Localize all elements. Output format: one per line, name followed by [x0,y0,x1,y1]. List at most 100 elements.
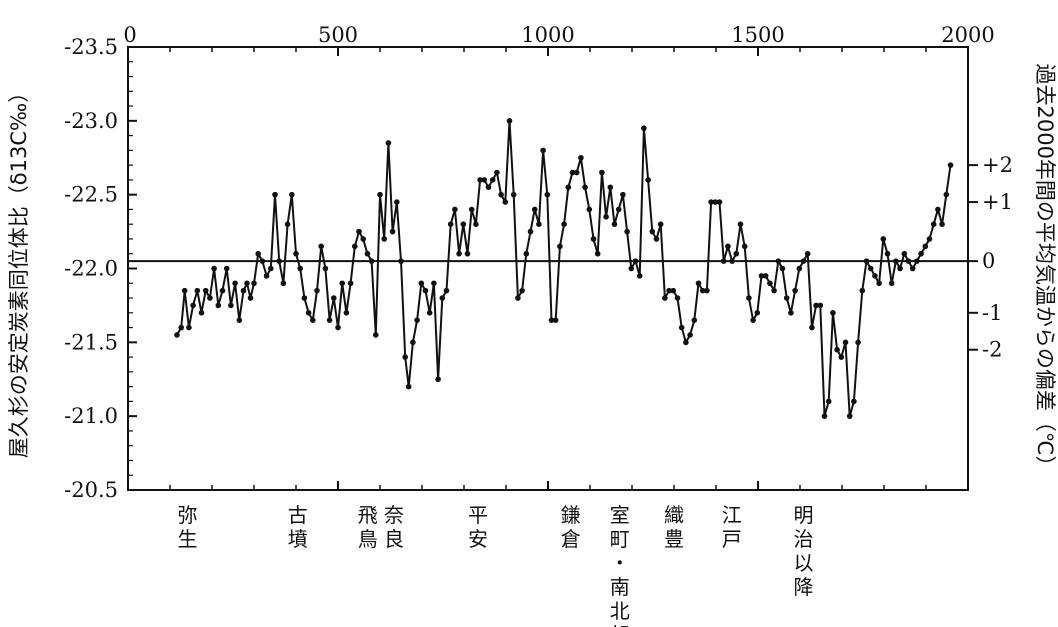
y-axis-title: 屋久杉の安定炭素同位体比（δ13C‰） [7,82,31,458]
data-point [531,206,538,213]
data-point [586,206,593,213]
data-point [540,147,546,154]
data-point [402,354,409,360]
era-label-char: 生 [178,527,198,551]
data-point [876,280,882,287]
era-label-char: 戸 [722,527,742,551]
data-point [310,317,316,323]
data-point [817,302,824,309]
era-label-char: 織 [664,503,684,527]
data-point [628,265,635,272]
data-point [326,317,333,323]
data-point [804,250,811,257]
data-point [373,332,379,338]
data-point [548,317,555,323]
data-point [905,258,912,264]
data-point [389,228,396,235]
data-point [186,324,192,331]
data-point [385,140,392,146]
data-point [439,295,446,301]
data-point [775,258,782,264]
era-label: 鎌倉 [561,503,581,551]
data-point [523,250,530,257]
data-point [779,265,786,272]
data-point [897,265,903,272]
data-point [339,280,346,287]
data-point [838,354,845,360]
data-point [918,250,924,257]
data-point [674,295,681,301]
data-point [561,221,567,227]
data-point [603,214,609,220]
data-point [335,324,341,331]
data-point [297,265,304,272]
era-label-char: 弥 [178,503,198,527]
series-line [176,119,952,418]
data-point [481,177,488,183]
data-point [178,324,184,331]
data-point [590,236,597,242]
data-point [578,154,584,161]
data-point [247,295,254,301]
data-point [284,221,291,227]
era-label: 古墳 [288,503,308,551]
era-label: 平安 [468,503,488,551]
data-point [443,287,450,294]
data-point [678,324,685,331]
data-point [418,280,425,287]
data-point [485,184,492,191]
data-point [712,199,719,205]
data-point [502,199,509,205]
data-point [202,287,209,294]
right-tick-label: -2 [982,338,1002,362]
data-point [599,169,605,176]
data-point [494,169,500,176]
data-point [515,295,521,301]
data-point [207,295,213,301]
data-point [746,295,752,301]
data-point [498,191,504,198]
data-point [460,221,467,227]
era-label-char: 鳥 [358,527,378,551]
era-label-char: 飛 [358,503,378,527]
data-point [708,199,714,205]
data-point [198,310,205,316]
data-point [825,398,832,405]
right-tick-label: +1 [982,190,1013,214]
right-tick-label: +2 [982,153,1013,177]
data-point [422,287,429,294]
data-point [536,221,542,227]
data-point [557,243,563,250]
data-point [935,206,941,213]
data-point [666,287,672,294]
data-point [611,221,618,227]
data-point [594,250,601,257]
data-point [194,287,201,294]
era-label-char: 倉 [561,527,581,551]
y-tick-label: -22.0 [64,257,118,281]
data-point [653,236,660,242]
data-point [356,228,362,235]
data-point [754,310,761,316]
data-point [813,302,819,309]
era-label-char: 安 [468,527,488,551]
y-tick-label: -23.5 [64,35,118,59]
data-point [381,236,388,242]
data-point [716,199,723,205]
data-point [322,265,329,272]
data-point [426,310,433,316]
data-point [431,280,437,287]
era-label-char: 鎌 [561,503,581,527]
era-label-char: 治 [794,527,814,551]
data-point [582,184,588,191]
data-point [331,295,337,301]
data-point [368,258,375,264]
data-point [855,339,861,346]
data-point [683,339,689,346]
y-tick-label: -21.0 [64,404,118,428]
data-point [489,177,496,183]
era-label-char: 奈 [384,503,404,527]
data-point [758,273,765,279]
